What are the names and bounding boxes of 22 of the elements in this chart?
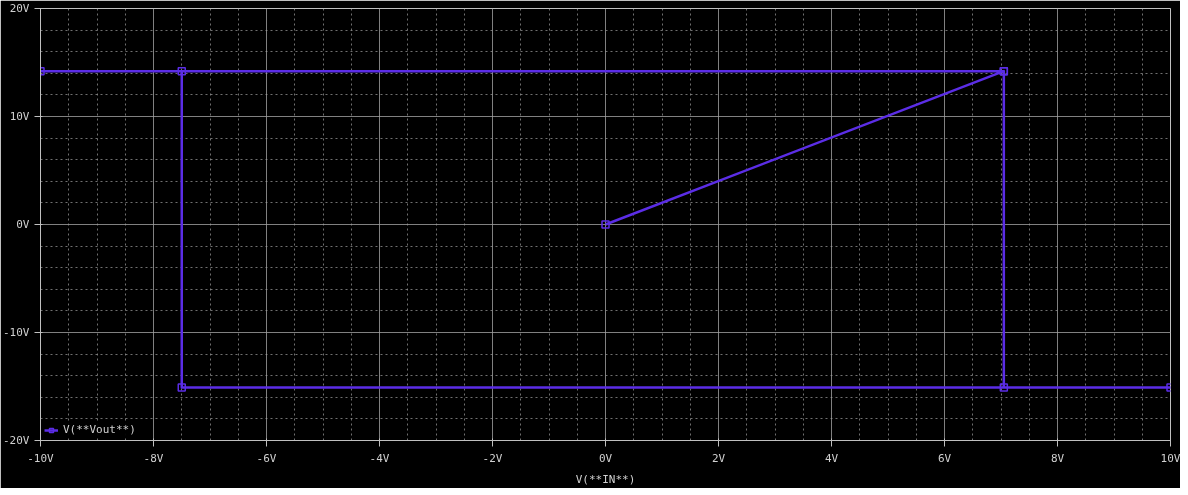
x-axis-title: V(**IN**) <box>575 472 636 486</box>
point <box>177 66 186 76</box>
x-tick-label: 10V <box>1160 451 1181 465</box>
x-tick-label: 2V <box>711 451 726 465</box>
x-tick-label: -10V <box>27 451 55 465</box>
y-tick-label: -10V <box>3 326 30 339</box>
x-tick-label: 4V <box>824 451 839 465</box>
x-tick-label: -4V <box>369 451 390 465</box>
point <box>177 383 186 392</box>
x-tick-label: 0V <box>598 451 613 465</box>
legend-label: V(**Vout**) <box>63 423 136 436</box>
x-tick-label: 8V <box>1050 451 1065 465</box>
y-tick-label: -20V <box>3 434 30 447</box>
x-tick-label: -2V <box>482 451 503 465</box>
x-tick-label: -6V <box>256 451 277 465</box>
point <box>601 220 610 229</box>
y-tick-label: 20V <box>9 2 30 15</box>
point <box>999 383 1009 392</box>
y-tick-label: 0V <box>16 218 30 231</box>
y-tick-label: 10V <box>9 110 30 123</box>
x-tick-label: 6V <box>937 451 952 465</box>
x-tick-label: -8V <box>143 451 164 465</box>
